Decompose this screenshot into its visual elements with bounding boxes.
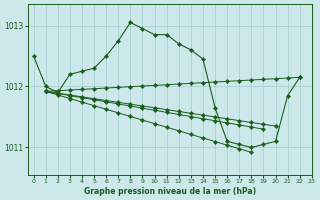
X-axis label: Graphe pression niveau de la mer (hPa): Graphe pression niveau de la mer (hPa) — [84, 187, 256, 196]
